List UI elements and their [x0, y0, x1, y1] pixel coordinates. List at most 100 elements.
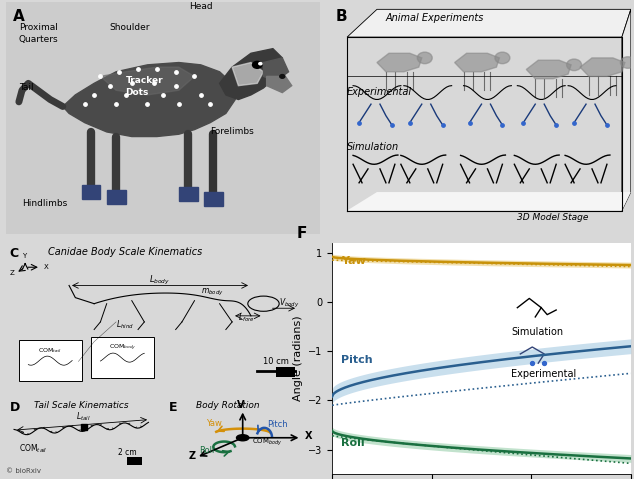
Circle shape [280, 75, 285, 78]
Text: COM$_{tail}$: COM$_{tail}$ [39, 346, 62, 355]
Point [205, 100, 216, 108]
Text: X: X [44, 264, 49, 270]
Polygon shape [219, 49, 282, 100]
FancyBboxPatch shape [91, 337, 153, 378]
Point [171, 68, 181, 76]
Text: X: X [304, 431, 312, 441]
Text: Hindlimbs: Hindlimbs [22, 199, 67, 208]
Point [111, 100, 121, 108]
Polygon shape [267, 77, 292, 92]
Text: Pitch: Pitch [341, 355, 373, 365]
Text: © bioRxiv: © bioRxiv [6, 468, 41, 474]
Text: Z: Z [10, 270, 15, 276]
Text: Forelimbs: Forelimbs [210, 127, 254, 136]
Polygon shape [455, 53, 500, 72]
Point [152, 66, 162, 73]
Circle shape [252, 61, 262, 68]
Text: Pitch: Pitch [268, 420, 288, 429]
Point [569, 119, 579, 126]
Text: COM$_{tail}$: COM$_{tail}$ [18, 443, 47, 455]
Text: Yaw: Yaw [341, 256, 366, 266]
Circle shape [236, 435, 249, 441]
Text: F: F [296, 226, 307, 241]
Polygon shape [204, 192, 223, 206]
Text: $L_{body}$: $L_{body}$ [150, 274, 171, 287]
Point [114, 68, 124, 76]
Text: Canidae Body Scale Kinematics: Canidae Body Scale Kinematics [48, 248, 203, 258]
Point [518, 119, 528, 126]
Polygon shape [347, 192, 631, 211]
Polygon shape [82, 185, 100, 199]
Polygon shape [107, 190, 126, 204]
Text: Simulation: Simulation [512, 328, 564, 337]
Text: Tail: Tail [19, 83, 34, 92]
Polygon shape [63, 63, 235, 137]
Point [602, 121, 612, 129]
Point [354, 119, 364, 126]
Text: Tail Scale Kinematics: Tail Scale Kinematics [34, 400, 129, 410]
Text: 3D Model Stage: 3D Model Stage [517, 213, 589, 222]
Text: E: E [169, 400, 177, 413]
Text: Roll: Roll [341, 438, 365, 448]
Point [387, 121, 397, 129]
Text: Proximal: Proximal [19, 23, 58, 32]
Text: Tracker: Tracker [126, 76, 163, 85]
Polygon shape [100, 67, 195, 95]
Point [497, 121, 507, 129]
Point [148, 80, 158, 87]
Point [80, 100, 90, 108]
FancyBboxPatch shape [19, 340, 82, 381]
Polygon shape [179, 187, 198, 201]
Text: Quarters: Quarters [19, 34, 58, 44]
Y-axis label: Angle (radians): Angle (radians) [292, 316, 302, 401]
Text: Head: Head [189, 2, 212, 11]
Polygon shape [347, 9, 631, 37]
Point [158, 91, 168, 99]
Text: B: B [335, 9, 347, 24]
Text: D: D [10, 400, 20, 413]
Point [551, 121, 561, 129]
Text: Y: Y [22, 253, 26, 259]
Text: C: C [10, 248, 18, 261]
Text: $m_{body}$: $m_{body}$ [201, 286, 223, 297]
Text: $L_{fore}$: $L_{fore}$ [238, 311, 255, 324]
Point [143, 100, 153, 108]
Point [171, 82, 181, 90]
Text: Animal Experiments: Animal Experiments [386, 13, 484, 23]
Point [437, 121, 448, 129]
Text: A: A [13, 9, 24, 24]
Text: COM$_{body}$: COM$_{body}$ [108, 343, 136, 354]
Point [465, 119, 475, 126]
Text: $L_{tail}$: $L_{tail}$ [76, 411, 91, 423]
Point [174, 100, 184, 108]
Polygon shape [232, 63, 264, 86]
Text: Yaw: Yaw [205, 419, 221, 428]
Circle shape [495, 52, 510, 64]
Circle shape [417, 52, 432, 64]
Text: $L_{hind}$: $L_{hind}$ [116, 319, 134, 331]
Text: 2 cm: 2 cm [117, 448, 136, 457]
Point [190, 73, 200, 80]
Polygon shape [264, 58, 288, 81]
Point [105, 82, 115, 90]
Text: $V_{body}$: $V_{body}$ [279, 297, 300, 310]
Point [133, 66, 143, 73]
Polygon shape [127, 457, 142, 465]
Polygon shape [526, 60, 571, 79]
Text: Body Rotation: Body Rotation [197, 400, 260, 410]
Text: Experimental: Experimental [347, 87, 412, 97]
Polygon shape [377, 53, 422, 72]
Text: Z: Z [189, 451, 196, 461]
Point [196, 91, 206, 99]
Text: Shoulder: Shoulder [110, 23, 150, 32]
Point [404, 119, 415, 126]
Polygon shape [276, 367, 295, 376]
Text: COM$_{body}$: COM$_{body}$ [252, 436, 283, 448]
Text: Dots: Dots [126, 88, 149, 97]
Circle shape [567, 59, 581, 70]
Circle shape [621, 57, 634, 68]
Text: Roll: Roll [200, 446, 215, 455]
Polygon shape [580, 58, 625, 77]
Text: Simulation: Simulation [347, 142, 399, 152]
Text: Experimental: Experimental [512, 369, 576, 379]
